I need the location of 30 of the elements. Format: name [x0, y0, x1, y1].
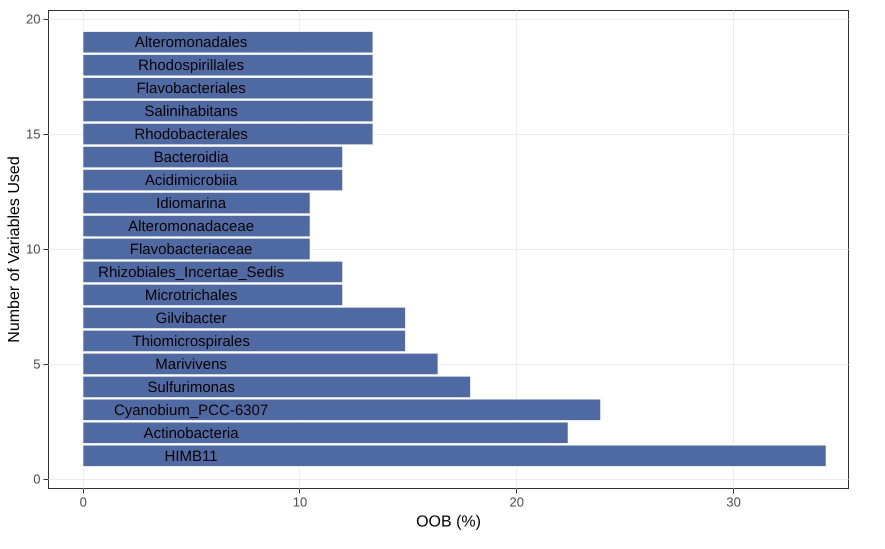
- data-label: Gilvibacter: [156, 310, 227, 327]
- y-tick-label: 15: [26, 126, 40, 142]
- data-label: Rhizobiales_Incertae_Sedis: [98, 264, 284, 281]
- data-label: Marivivens: [155, 356, 227, 373]
- data-label: Microtrichales: [144, 286, 238, 304]
- data-label: Flavobacteriaceae: [130, 241, 252, 258]
- x-tick-label: 10: [292, 494, 308, 510]
- y-tick-label: 10: [26, 242, 40, 256]
- x-axis-title: OOB (%): [416, 514, 481, 530]
- data-label: Sulfurimonas: [147, 378, 235, 396]
- x-tick-label: 20: [510, 494, 524, 510]
- data-label: Salinihabitans: [144, 103, 238, 120]
- data-label: HIMB11: [164, 448, 218, 465]
- data-label: Alteromonadales: [134, 34, 248, 52]
- y-tick-label: 5: [33, 356, 40, 372]
- data-label: Actinobacteria: [144, 424, 240, 442]
- data-label: Thiomicrospirales: [132, 332, 250, 350]
- data-label: Bacteroidia: [154, 149, 230, 166]
- data-label: Acidimicrobiia: [144, 172, 238, 190]
- y-axis-title: Number of Variables Used: [6, 156, 24, 343]
- data-label: Flavobacteriales: [136, 80, 246, 98]
- x-tick-label: 30: [726, 494, 741, 510]
- y-tick-label: 20: [26, 12, 40, 27]
- y-tick-label: 0: [33, 471, 40, 486]
- data-label: Rhodobacterales: [134, 126, 248, 144]
- data-label: Alteromonadaceae: [128, 218, 254, 236]
- data-label: Idiomarina: [156, 195, 227, 212]
- data-label: Rhodospirillales: [138, 57, 244, 74]
- data-label: Cyanobium_PCC-6307: [114, 402, 268, 419]
- x-tick-label: 0: [80, 494, 87, 510]
